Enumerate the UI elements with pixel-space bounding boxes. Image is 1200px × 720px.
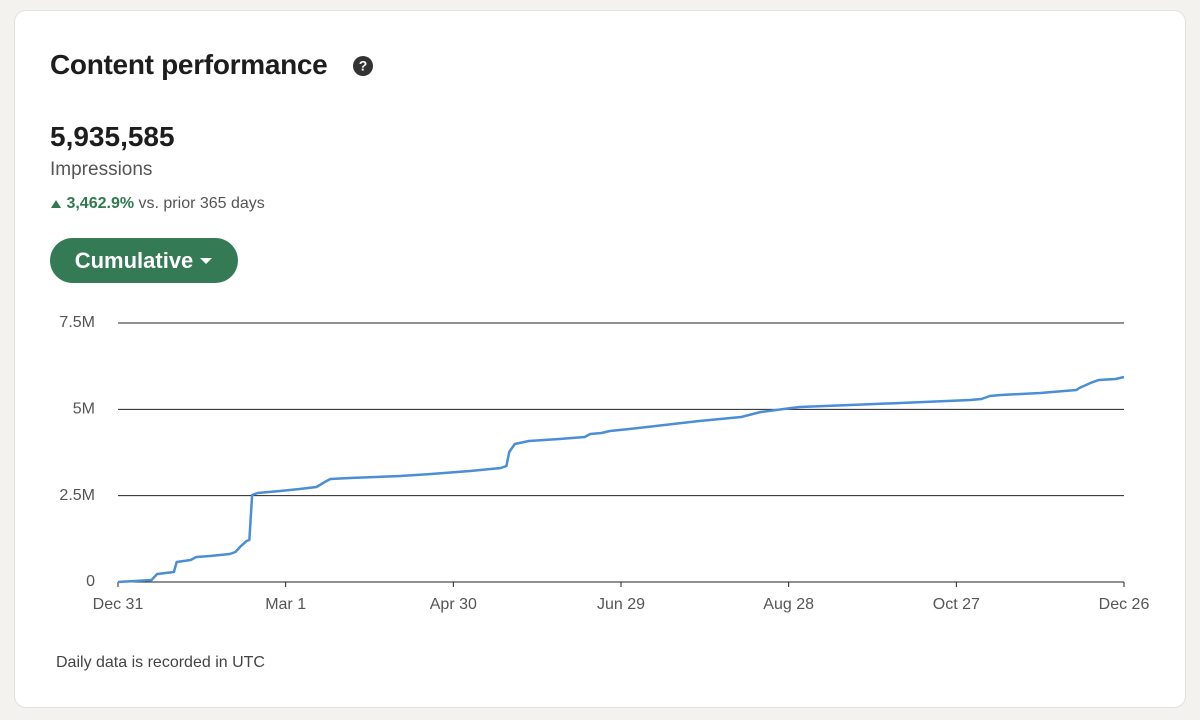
change-row: 3,462.9% vs. prior 365 days	[50, 195, 265, 213]
change-value: 3,462.9%	[66, 195, 135, 212]
y-tick-label: 0	[86, 573, 95, 590]
button-label: Cumulative	[74, 247, 194, 273]
x-tick-label: Oct 27	[933, 596, 980, 613]
metric-label: Impressions	[50, 159, 153, 180]
x-tick-label: Jun 29	[597, 596, 645, 613]
x-tick-label: Apr 30	[430, 596, 477, 613]
total-value: 5,935,585	[50, 121, 175, 152]
series-line	[117, 375, 1125, 584]
card-title: Content performance	[50, 49, 328, 80]
cumulative-dropdown[interactable]: Cumulative	[50, 238, 238, 283]
up-arrow	[51, 200, 61, 208]
x-tick-label: Mar 1	[265, 596, 306, 613]
y-tick-label: 2.5M	[59, 487, 95, 504]
footnote: Daily data is recorded in UTC	[56, 654, 265, 671]
svg-text:?: ?	[359, 58, 368, 74]
caret	[200, 257, 213, 264]
x-tick-label: Dec 26	[1099, 596, 1150, 613]
x-tick-label: Aug 28	[763, 596, 814, 613]
help-icon[interactable]: ?	[352, 55, 374, 77]
comparison: vs. prior 365 days	[138, 195, 265, 212]
y-tick-label: 5M	[73, 401, 95, 418]
y-tick-label: 7.5M	[59, 314, 95, 331]
card: Content performance ? 5,935,585 Impressi…	[14, 10, 1186, 708]
x-tick-label: Dec 31	[93, 596, 144, 613]
